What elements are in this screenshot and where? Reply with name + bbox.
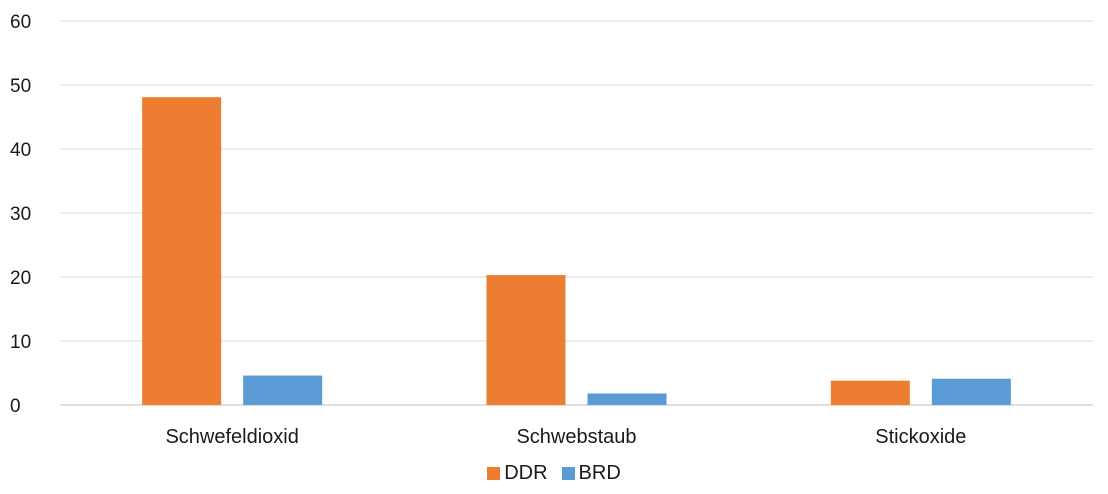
bars bbox=[142, 97, 1011, 405]
y-tick-label: 0 bbox=[10, 396, 21, 417]
x-axis-labels: Schwefeldioxid Schwebstaub Stickoxide bbox=[165, 426, 966, 448]
legend-swatch-brd bbox=[561, 467, 575, 480]
y-tick-label: 10 bbox=[10, 332, 31, 353]
bar-ddr-schwebstaub bbox=[486, 275, 566, 405]
y-tick-label: 40 bbox=[10, 140, 31, 161]
legend: DDR BRD bbox=[0, 462, 1108, 485]
x-category-label: Schwebstaub bbox=[516, 426, 636, 448]
bar-brd-schwefeldioxid bbox=[243, 375, 323, 405]
legend-swatch-ddr bbox=[487, 467, 501, 480]
x-category-label: Schwefeldioxid bbox=[165, 426, 298, 448]
bar-ddr-schwefeldioxid bbox=[142, 97, 222, 405]
gridlines bbox=[60, 20, 1093, 406]
y-tick-label: 50 bbox=[10, 76, 31, 97]
bar-brd-stickoxide bbox=[931, 378, 1011, 405]
legend-label-brd: BRD bbox=[578, 462, 621, 484]
legend-item-brd: BRD bbox=[561, 462, 621, 485]
y-tick-label: 60 bbox=[10, 12, 31, 33]
bar-ddr-stickoxide bbox=[830, 380, 910, 405]
y-tick-label: 30 bbox=[10, 204, 31, 225]
y-axis-ticks: 0 10 20 30 40 50 60 bbox=[10, 12, 31, 417]
legend-label-ddr: DDR bbox=[504, 462, 548, 484]
y-tick-label: 20 bbox=[10, 268, 31, 289]
x-category-label: Stickoxide bbox=[875, 426, 966, 448]
bar-brd-schwebstaub bbox=[587, 393, 667, 405]
legend-item-ddr: DDR bbox=[487, 462, 548, 485]
